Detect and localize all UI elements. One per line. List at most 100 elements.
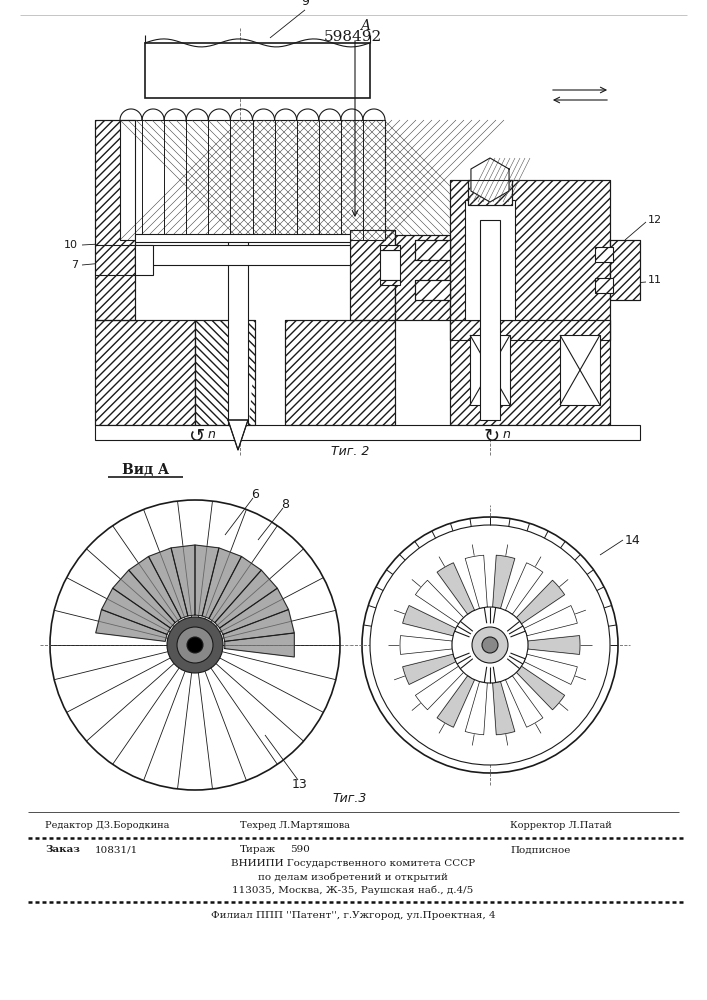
Polygon shape: [95, 610, 167, 641]
Bar: [610, 240, 640, 300]
Text: 590: 590: [290, 846, 310, 854]
Text: n: n: [503, 428, 511, 442]
Bar: [610, 240, 640, 300]
Bar: [380, 250, 400, 280]
Circle shape: [177, 627, 213, 663]
Bar: [95, 120, 135, 320]
Text: A: A: [360, 19, 370, 33]
Polygon shape: [228, 420, 248, 450]
Bar: [560, 335, 600, 405]
Text: Филиал ППП ''Патент'', г.Ужгород, ул.Проектная, 4: Филиал ППП ''Патент'', г.Ужгород, ул.Про…: [211, 910, 496, 920]
Polygon shape: [506, 676, 543, 727]
Bar: [450, 180, 610, 340]
Bar: [480, 220, 500, 420]
Text: 8: 8: [405, 265, 412, 275]
Bar: [415, 280, 450, 300]
Bar: [450, 180, 610, 340]
Circle shape: [187, 637, 203, 653]
Circle shape: [167, 617, 223, 673]
Polygon shape: [112, 570, 175, 628]
Polygon shape: [215, 570, 277, 628]
Polygon shape: [506, 563, 543, 614]
Text: по делам изобретений и открытий: по делам изобретений и открытий: [258, 872, 448, 882]
Bar: [380, 280, 400, 285]
Polygon shape: [416, 580, 464, 624]
Polygon shape: [471, 158, 509, 202]
Text: 11: 11: [648, 275, 662, 285]
Polygon shape: [232, 360, 252, 425]
Bar: [195, 320, 255, 425]
Polygon shape: [209, 556, 262, 623]
Bar: [350, 230, 395, 320]
Bar: [145, 43, 370, 98]
Bar: [228, 240, 248, 425]
Bar: [120, 120, 385, 240]
Circle shape: [370, 525, 610, 765]
Circle shape: [50, 500, 340, 790]
Text: Тираж: Тираж: [240, 846, 276, 854]
Text: Техред Л.Мартяшова: Техред Л.Мартяшова: [240, 822, 350, 830]
Polygon shape: [225, 633, 294, 657]
Polygon shape: [223, 610, 294, 641]
Text: 10831/1: 10831/1: [95, 846, 139, 854]
Bar: [135, 234, 350, 242]
Bar: [380, 245, 400, 250]
Bar: [285, 320, 395, 425]
Polygon shape: [437, 676, 474, 727]
Bar: [95, 320, 195, 425]
Circle shape: [472, 627, 508, 663]
Polygon shape: [465, 682, 487, 735]
Polygon shape: [493, 555, 515, 608]
Text: 14: 14: [625, 534, 641, 546]
Circle shape: [482, 637, 498, 653]
Bar: [195, 320, 255, 425]
Bar: [465, 200, 515, 320]
Bar: [468, 180, 512, 205]
Bar: [450, 320, 610, 425]
Text: 7: 7: [71, 260, 78, 270]
Polygon shape: [516, 666, 565, 710]
Bar: [595, 247, 613, 262]
Polygon shape: [403, 654, 456, 684]
Bar: [450, 320, 610, 425]
Bar: [415, 240, 450, 260]
Bar: [415, 240, 450, 260]
Polygon shape: [528, 636, 580, 654]
Bar: [415, 280, 450, 300]
Bar: [468, 180, 512, 205]
Polygon shape: [465, 555, 487, 608]
Text: Редактор Д3.Бородкина: Редактор Д3.Бородкина: [45, 822, 170, 830]
Text: 8: 8: [281, 498, 289, 512]
Text: 13: 13: [292, 778, 308, 792]
Polygon shape: [148, 548, 188, 618]
Text: Подписное: Подписное: [510, 846, 571, 854]
Text: 6: 6: [251, 488, 259, 502]
Text: Заказ: Заказ: [45, 846, 80, 854]
Bar: [395, 235, 450, 320]
Polygon shape: [524, 654, 578, 684]
Polygon shape: [129, 556, 181, 623]
Polygon shape: [195, 545, 219, 616]
Bar: [95, 320, 195, 425]
Text: $\circlearrowright$: $\circlearrowright$: [480, 426, 500, 444]
Text: 9: 9: [301, 0, 309, 8]
Text: ВНИИПИ Государственного комитета СССР: ВНИИПИ Государственного комитета СССР: [231, 859, 475, 868]
Text: 598492: 598492: [324, 30, 382, 44]
Circle shape: [452, 607, 528, 683]
Bar: [95, 425, 640, 440]
Polygon shape: [416, 666, 464, 710]
Polygon shape: [493, 682, 515, 735]
Bar: [135, 245, 350, 265]
Text: Τиг.3: Τиг.3: [333, 792, 367, 805]
Bar: [470, 335, 510, 405]
Text: Вид A: Вид A: [122, 463, 168, 477]
Bar: [350, 230, 395, 320]
Bar: [285, 320, 395, 425]
Circle shape: [362, 517, 618, 773]
Polygon shape: [516, 580, 565, 624]
Bar: [395, 235, 450, 320]
Text: n: n: [208, 428, 216, 442]
Text: 12: 12: [648, 215, 662, 225]
Text: 113035, Москва, Ж-35, Раушская наб., д.4/5: 113035, Москва, Ж-35, Раушская наб., д.4…: [233, 885, 474, 895]
Polygon shape: [400, 636, 452, 654]
